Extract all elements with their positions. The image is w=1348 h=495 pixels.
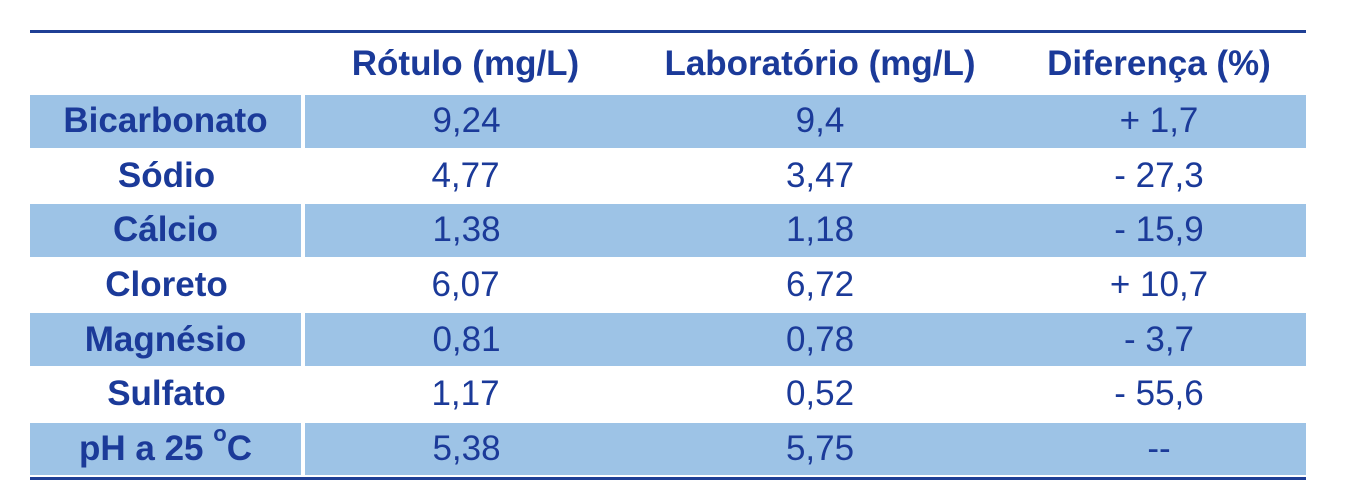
row-label: Cloreto <box>30 257 303 313</box>
row-label: Sódio <box>30 148 303 204</box>
header-empty <box>30 33 303 95</box>
table-row: pH a 25 oC 5,38 5,75 -- <box>30 420 1306 478</box>
table-header-row: Rótulo (mg/L) Laboratório (mg/L) Diferen… <box>30 33 1306 95</box>
row-label: Cálcio <box>30 202 305 259</box>
table-row: Magnésio 0,81 0,78 - 3,7 <box>30 311 1306 368</box>
table-row: Cálcio 1,38 1,18 - 15,9 <box>30 202 1306 259</box>
table-top-rule <box>30 30 1306 33</box>
cell-laboratorio: 9,4 <box>628 92 1012 150</box>
data-table-container: Rótulo (mg/L) Laboratório (mg/L) Diferen… <box>30 30 1306 481</box>
row-label: pH a 25 oC <box>30 420 305 478</box>
cell-laboratorio: 1,18 <box>628 202 1012 259</box>
table-row: Sulfato 1,17 0,52 - 55,6 <box>30 366 1306 422</box>
cell-diferenca: + 1,7 <box>1012 92 1306 150</box>
row-label: Sulfato <box>30 366 303 422</box>
table-row: Sódio 4,77 3,47 - 27,3 <box>30 148 1306 204</box>
cell-diferenca: -- <box>1012 420 1306 478</box>
row-label: Bicarbonato <box>30 92 305 150</box>
header-rotulo: Rótulo (mg/L) <box>303 33 628 95</box>
cell-rotulo: 5,38 <box>303 420 628 478</box>
header-diferenca: Diferença (%) <box>1012 33 1306 95</box>
cell-diferenca: + 10,7 <box>1012 257 1306 313</box>
cell-laboratorio: 0,52 <box>628 366 1012 422</box>
cell-laboratorio: 6,72 <box>628 257 1012 313</box>
cell-diferenca: - 27,3 <box>1012 148 1306 204</box>
cell-laboratorio: 5,75 <box>628 420 1012 478</box>
table-bottom-rule <box>30 477 1306 481</box>
cell-laboratorio: 0,78 <box>628 311 1012 368</box>
cell-laboratorio: 3,47 <box>628 148 1012 204</box>
cell-diferenca: - 3,7 <box>1012 311 1306 368</box>
table-row: Cloreto 6,07 6,72 + 10,7 <box>30 257 1306 313</box>
cell-rotulo: 9,24 <box>303 92 628 150</box>
table-row: Bicarbonato 9,24 9,4 + 1,7 <box>30 92 1306 150</box>
row-label-suffix: C <box>226 428 252 468</box>
cell-rotulo: 6,07 <box>303 257 628 313</box>
cell-diferenca: - 15,9 <box>1012 202 1306 259</box>
water-analysis-table: Rótulo (mg/L) Laboratório (mg/L) Diferen… <box>30 33 1306 478</box>
row-label: Magnésio <box>30 311 305 368</box>
degree-superscript: o <box>213 420 227 446</box>
cell-diferenca: - 55,6 <box>1012 366 1306 422</box>
cell-rotulo: 1,38 <box>303 202 628 259</box>
header-laboratorio: Laboratório (mg/L) <box>628 33 1012 95</box>
cell-rotulo: 4,77 <box>303 148 628 204</box>
cell-rotulo: 0,81 <box>303 311 628 368</box>
cell-rotulo: 1,17 <box>303 366 628 422</box>
row-label-prefix: pH a 25 <box>79 428 214 468</box>
